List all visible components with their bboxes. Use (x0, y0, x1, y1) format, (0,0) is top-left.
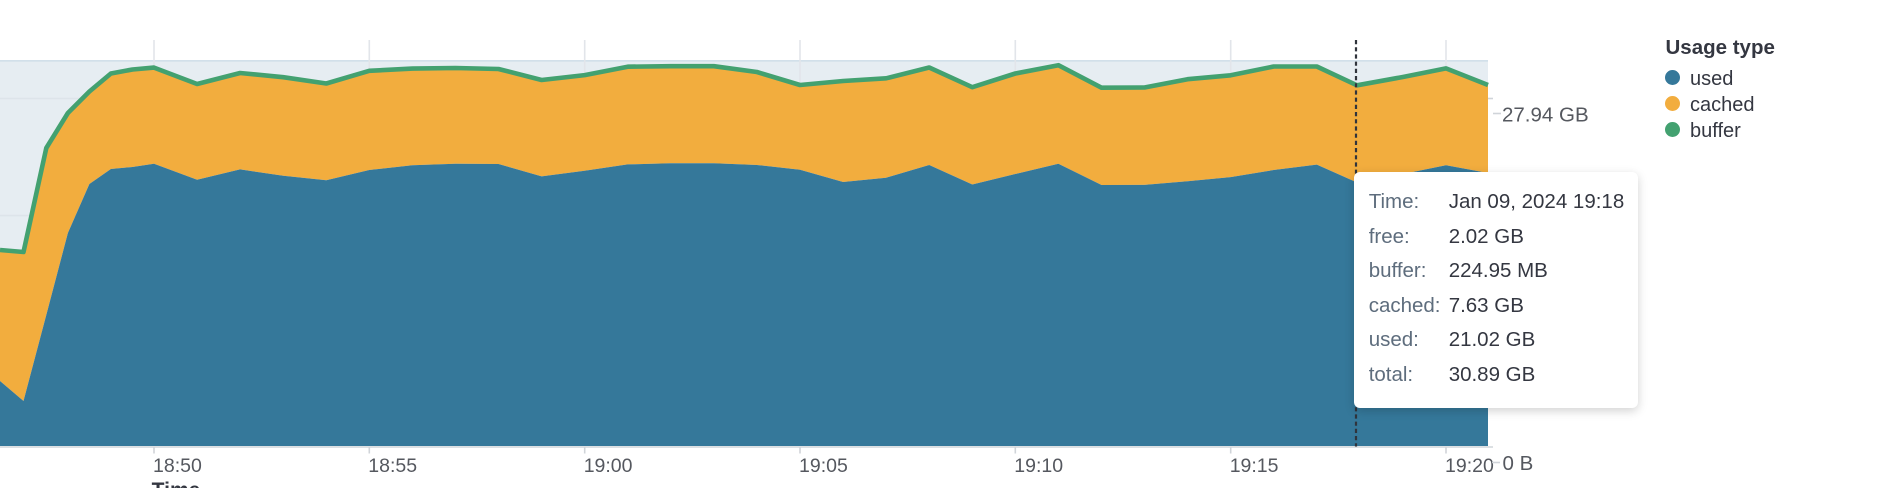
svg-text:18:50: 18:50 (153, 455, 202, 477)
svg-text:19:00: 19:00 (584, 455, 633, 477)
svg-text:18:55: 18:55 (368, 455, 417, 477)
svg-text:19:05: 19:05 (799, 455, 848, 477)
svg-text:19:20: 19:20 (1445, 455, 1494, 477)
svg-text:19:15: 19:15 (1230, 455, 1279, 477)
svg-text:19:10: 19:10 (1014, 455, 1063, 477)
svg-text:0 B: 0 B (1503, 452, 1534, 475)
svg-text:27.94 GB: 27.94 GB (1502, 104, 1589, 127)
svg-text:Time: Time (152, 479, 201, 488)
